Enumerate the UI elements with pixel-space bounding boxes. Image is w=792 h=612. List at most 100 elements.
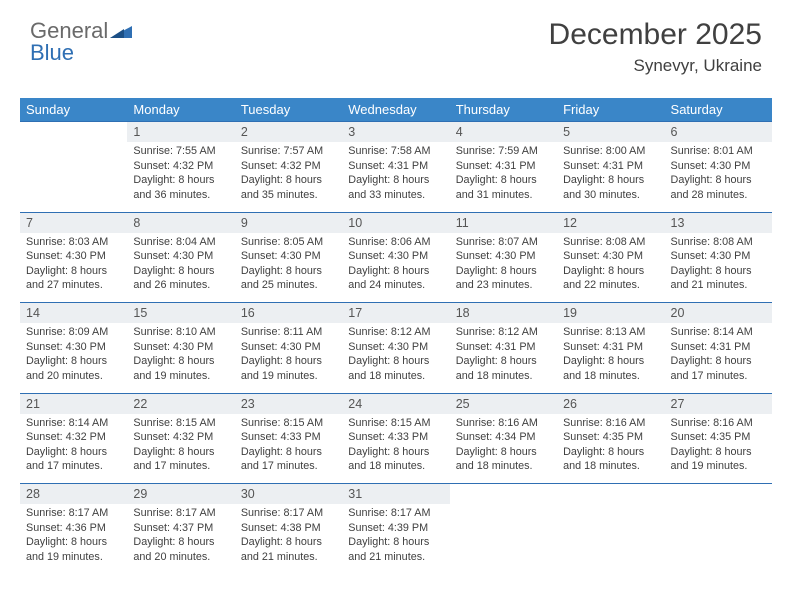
sunset-text: Sunset: 4:35 PM: [671, 430, 766, 445]
day-content-cell: [20, 142, 127, 212]
day-content-cell: Sunrise: 7:57 AMSunset: 4:32 PMDaylight:…: [235, 142, 342, 212]
day-content-cell: [665, 504, 772, 574]
weekday-header: Monday: [127, 98, 234, 122]
daylight1-text: Daylight: 8 hours: [671, 445, 766, 460]
day-number-cell: 7: [20, 212, 127, 233]
daylight2-text: and 27 minutes.: [26, 278, 121, 293]
sunset-text: Sunset: 4:32 PM: [26, 430, 121, 445]
day-content-cell: Sunrise: 8:01 AMSunset: 4:30 PMDaylight:…: [665, 142, 772, 212]
daylight2-text: and 17 minutes.: [241, 459, 336, 474]
day-content-cell: Sunrise: 8:08 AMSunset: 4:30 PMDaylight:…: [557, 233, 664, 303]
day-content-row: Sunrise: 8:14 AMSunset: 4:32 PMDaylight:…: [20, 414, 772, 484]
daylight1-text: Daylight: 8 hours: [241, 445, 336, 460]
day-content-cell: Sunrise: 8:15 AMSunset: 4:33 PMDaylight:…: [342, 414, 449, 484]
day-content-cell: Sunrise: 7:58 AMSunset: 4:31 PMDaylight:…: [342, 142, 449, 212]
day-number-cell: 2: [235, 122, 342, 143]
day-number-cell: 11: [450, 212, 557, 233]
day-content-cell: Sunrise: 8:17 AMSunset: 4:36 PMDaylight:…: [20, 504, 127, 574]
sunset-text: Sunset: 4:32 PM: [133, 159, 228, 174]
daylight1-text: Daylight: 8 hours: [456, 264, 551, 279]
sunrise-text: Sunrise: 7:58 AM: [348, 144, 443, 159]
logo-triangle-icon: [110, 20, 132, 42]
daylight1-text: Daylight: 8 hours: [133, 264, 228, 279]
day-number-cell: 18: [450, 303, 557, 324]
sunrise-text: Sunrise: 8:08 AM: [563, 235, 658, 250]
day-content-cell: Sunrise: 8:14 AMSunset: 4:32 PMDaylight:…: [20, 414, 127, 484]
day-content-cell: Sunrise: 8:11 AMSunset: 4:30 PMDaylight:…: [235, 323, 342, 393]
sunrise-text: Sunrise: 8:11 AM: [241, 325, 336, 340]
daylight2-text: and 20 minutes.: [26, 369, 121, 384]
day-number-cell: 13: [665, 212, 772, 233]
sunrise-text: Sunrise: 8:07 AM: [456, 235, 551, 250]
sunrise-text: Sunrise: 8:01 AM: [671, 144, 766, 159]
day-number-cell: 17: [342, 303, 449, 324]
weekday-header: Wednesday: [342, 98, 449, 122]
sunrise-text: Sunrise: 8:10 AM: [133, 325, 228, 340]
day-content-cell: Sunrise: 8:03 AMSunset: 4:30 PMDaylight:…: [20, 233, 127, 303]
day-content-cell: Sunrise: 8:04 AMSunset: 4:30 PMDaylight:…: [127, 233, 234, 303]
day-content-cell: Sunrise: 8:12 AMSunset: 4:31 PMDaylight:…: [450, 323, 557, 393]
daylight1-text: Daylight: 8 hours: [26, 354, 121, 369]
day-number-cell: 1: [127, 122, 234, 143]
sunrise-text: Sunrise: 8:05 AM: [241, 235, 336, 250]
sunset-text: Sunset: 4:37 PM: [133, 521, 228, 536]
day-content-row: Sunrise: 8:03 AMSunset: 4:30 PMDaylight:…: [20, 233, 772, 303]
day-number-row: 78910111213: [20, 212, 772, 233]
daylight1-text: Daylight: 8 hours: [348, 354, 443, 369]
sunrise-text: Sunrise: 8:15 AM: [348, 416, 443, 431]
sunset-text: Sunset: 4:36 PM: [26, 521, 121, 536]
day-content-cell: Sunrise: 8:06 AMSunset: 4:30 PMDaylight:…: [342, 233, 449, 303]
day-number-cell: 12: [557, 212, 664, 233]
sunset-text: Sunset: 4:30 PM: [348, 340, 443, 355]
day-content-cell: Sunrise: 8:17 AMSunset: 4:37 PMDaylight:…: [127, 504, 234, 574]
sunrise-text: Sunrise: 8:16 AM: [456, 416, 551, 431]
sunset-text: Sunset: 4:30 PM: [26, 340, 121, 355]
day-number-cell: [665, 484, 772, 505]
daylight1-text: Daylight: 8 hours: [241, 354, 336, 369]
day-number-cell: 31: [342, 484, 449, 505]
daylight1-text: Daylight: 8 hours: [563, 354, 658, 369]
daylight2-text: and 26 minutes.: [133, 278, 228, 293]
daylight1-text: Daylight: 8 hours: [348, 173, 443, 188]
daylight2-text: and 21 minutes.: [671, 278, 766, 293]
daylight2-text: and 18 minutes.: [348, 369, 443, 384]
sunrise-text: Sunrise: 8:13 AM: [563, 325, 658, 340]
daylight2-text: and 33 minutes.: [348, 188, 443, 203]
sunset-text: Sunset: 4:31 PM: [671, 340, 766, 355]
daylight2-text: and 19 minutes.: [26, 550, 121, 565]
daylight1-text: Daylight: 8 hours: [671, 264, 766, 279]
sunrise-text: Sunrise: 8:00 AM: [563, 144, 658, 159]
daylight2-text: and 23 minutes.: [456, 278, 551, 293]
daylight1-text: Daylight: 8 hours: [348, 264, 443, 279]
daylight2-text: and 28 minutes.: [671, 188, 766, 203]
sunset-text: Sunset: 4:30 PM: [26, 249, 121, 264]
weekday-header: Saturday: [665, 98, 772, 122]
day-content-cell: Sunrise: 8:08 AMSunset: 4:30 PMDaylight:…: [665, 233, 772, 303]
day-number-cell: 24: [342, 393, 449, 414]
daylight2-text: and 25 minutes.: [241, 278, 336, 293]
title-block: December 2025 Synevyr, Ukraine: [549, 18, 762, 76]
daylight1-text: Daylight: 8 hours: [133, 445, 228, 460]
day-number-cell: 4: [450, 122, 557, 143]
sunrise-text: Sunrise: 8:17 AM: [133, 506, 228, 521]
daylight2-text: and 19 minutes.: [671, 459, 766, 474]
daylight1-text: Daylight: 8 hours: [563, 445, 658, 460]
logo-text-2: Blue: [30, 40, 74, 65]
sunset-text: Sunset: 4:31 PM: [563, 159, 658, 174]
day-number-cell: 30: [235, 484, 342, 505]
daylight2-text: and 21 minutes.: [241, 550, 336, 565]
sunset-text: Sunset: 4:30 PM: [241, 340, 336, 355]
daylight1-text: Daylight: 8 hours: [26, 535, 121, 550]
day-number-cell: [450, 484, 557, 505]
day-content-row: Sunrise: 8:17 AMSunset: 4:36 PMDaylight:…: [20, 504, 772, 574]
day-content-cell: Sunrise: 8:17 AMSunset: 4:38 PMDaylight:…: [235, 504, 342, 574]
sunset-text: Sunset: 4:30 PM: [241, 249, 336, 264]
sunrise-text: Sunrise: 8:17 AM: [348, 506, 443, 521]
sunset-text: Sunset: 4:30 PM: [133, 340, 228, 355]
daylight1-text: Daylight: 8 hours: [241, 535, 336, 550]
daylight2-text: and 18 minutes.: [563, 459, 658, 474]
weekday-header-row: Sunday Monday Tuesday Wednesday Thursday…: [20, 98, 772, 122]
daylight1-text: Daylight: 8 hours: [671, 173, 766, 188]
sunrise-text: Sunrise: 8:17 AM: [26, 506, 121, 521]
day-number-row: 14151617181920: [20, 303, 772, 324]
